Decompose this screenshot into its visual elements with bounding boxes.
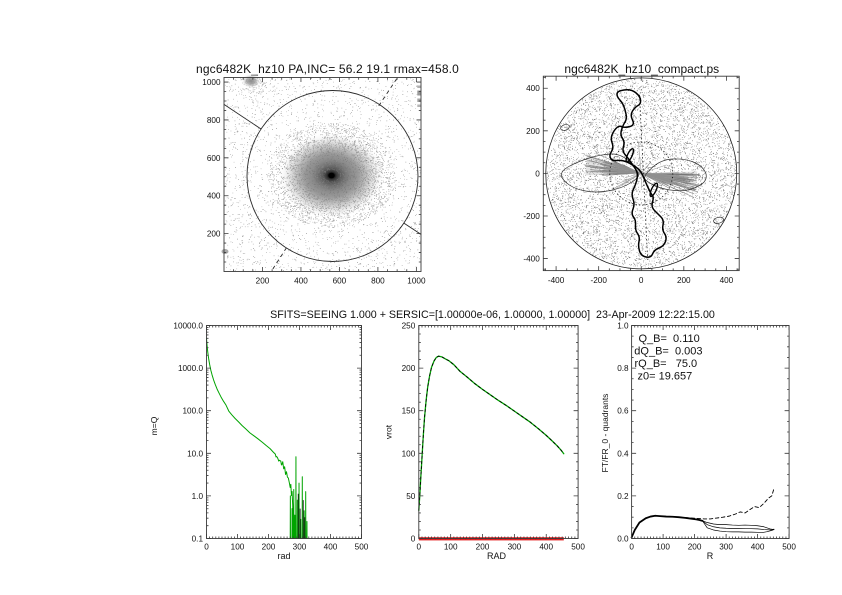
svg-text:100: 100 bbox=[402, 449, 416, 458]
svg-text:150: 150 bbox=[402, 407, 416, 416]
svg-text:R: R bbox=[707, 551, 714, 561]
svg-text:200: 200 bbox=[207, 230, 221, 239]
svg-text:rad: rad bbox=[277, 551, 290, 561]
svg-text:400: 400 bbox=[526, 84, 540, 93]
svg-text:1000.0: 1000.0 bbox=[178, 364, 203, 373]
svg-text:500: 500 bbox=[571, 543, 585, 552]
svg-text:400: 400 bbox=[324, 543, 338, 552]
svg-text:1.0: 1.0 bbox=[617, 322, 629, 331]
svg-text:100.0: 100.0 bbox=[183, 407, 204, 416]
svg-text:200: 200 bbox=[476, 543, 490, 552]
svg-text:600: 600 bbox=[207, 154, 221, 163]
svg-text:200: 200 bbox=[677, 276, 691, 285]
svg-text:-200: -200 bbox=[591, 276, 608, 285]
svg-text:400: 400 bbox=[294, 277, 308, 286]
svg-text:500: 500 bbox=[355, 543, 369, 552]
svg-text:-400: -400 bbox=[523, 255, 540, 264]
svg-text:0: 0 bbox=[204, 543, 209, 552]
svg-text:250: 250 bbox=[402, 322, 416, 331]
svg-text:dQ_B= 0.003: dQ_B= 0.003 bbox=[634, 346, 702, 358]
svg-text:400: 400 bbox=[539, 543, 553, 552]
svg-text:200: 200 bbox=[256, 277, 270, 286]
svg-text:0.4: 0.4 bbox=[617, 449, 629, 458]
svg-text:-200: -200 bbox=[523, 212, 540, 221]
svg-text:200: 200 bbox=[526, 127, 540, 136]
svg-text:-400: -400 bbox=[548, 276, 565, 285]
svg-text:400: 400 bbox=[207, 192, 221, 201]
svg-text:400: 400 bbox=[751, 543, 765, 552]
svg-text:FT/FR_0 - quadrants: FT/FR_0 - quadrants bbox=[600, 394, 610, 473]
svg-text:0.8: 0.8 bbox=[617, 364, 629, 373]
svg-text:Q_B= 0.110: Q_B= 0.110 bbox=[639, 333, 700, 345]
svg-text:0.6: 0.6 bbox=[617, 407, 629, 416]
svg-text:0: 0 bbox=[417, 543, 422, 552]
svg-text:m=Q: m=Q bbox=[149, 416, 159, 435]
svg-text:RAD: RAD bbox=[487, 551, 507, 561]
svg-text:100: 100 bbox=[656, 543, 670, 552]
svg-text:800: 800 bbox=[207, 116, 221, 125]
svg-text:0: 0 bbox=[411, 535, 416, 544]
svg-text:ngc6482K_hz10_compact.ps: ngc6482K_hz10_compact.ps bbox=[564, 62, 719, 76]
svg-text:SFITS=SEEING 1.000 + SERSIC=[1: SFITS=SEEING 1.000 + SERSIC=[1.00000e-06… bbox=[270, 309, 715, 321]
svg-text:1.0: 1.0 bbox=[192, 492, 204, 501]
svg-text:z0= 19.657: z0= 19.657 bbox=[638, 371, 693, 383]
svg-text:300: 300 bbox=[293, 543, 307, 552]
svg-text:1000: 1000 bbox=[202, 78, 221, 87]
svg-text:0.0: 0.0 bbox=[617, 535, 629, 544]
svg-text:0: 0 bbox=[629, 543, 634, 552]
svg-text:0.2: 0.2 bbox=[617, 492, 629, 501]
svg-text:ngc6482K_hz10 PA,INC= 56.2 19.: ngc6482K_hz10 PA,INC= 56.2 19.1 rmax=458… bbox=[196, 62, 459, 76]
svg-text:50: 50 bbox=[406, 492, 416, 501]
svg-text:10.0: 10.0 bbox=[187, 449, 203, 458]
svg-text:rQ_B= 75.0: rQ_B= 75.0 bbox=[635, 358, 698, 370]
svg-text:400: 400 bbox=[720, 276, 734, 285]
svg-text:300: 300 bbox=[719, 543, 733, 552]
svg-text:vrot: vrot bbox=[384, 424, 394, 439]
svg-text:200: 200 bbox=[262, 543, 276, 552]
svg-text:0: 0 bbox=[639, 276, 644, 285]
svg-text:500: 500 bbox=[782, 543, 796, 552]
svg-text:200: 200 bbox=[402, 364, 416, 373]
svg-text:200: 200 bbox=[688, 543, 702, 552]
svg-text:800: 800 bbox=[371, 277, 385, 286]
svg-text:100: 100 bbox=[231, 543, 245, 552]
svg-text:10000.0: 10000.0 bbox=[173, 322, 203, 331]
svg-text:1000: 1000 bbox=[407, 277, 426, 286]
svg-text:100: 100 bbox=[444, 543, 458, 552]
svg-text:600: 600 bbox=[333, 277, 347, 286]
svg-text:0.1: 0.1 bbox=[192, 535, 204, 544]
svg-text:0: 0 bbox=[535, 169, 540, 178]
svg-text:300: 300 bbox=[508, 543, 522, 552]
